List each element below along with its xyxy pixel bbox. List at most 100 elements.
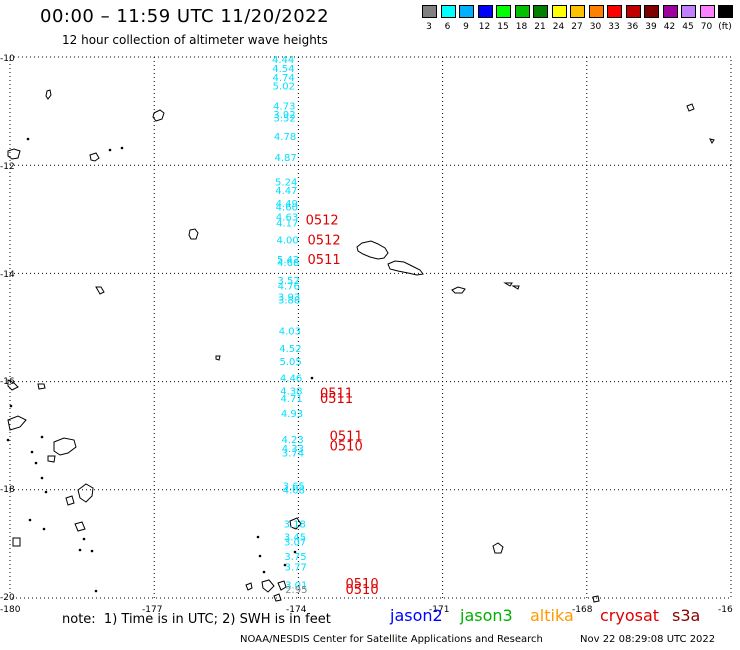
island-small <box>503 282 513 287</box>
wave-height-label: 3.65 <box>283 481 305 492</box>
islet-dot <box>108 148 112 152</box>
wave-height-label: 5.05 <box>280 357 302 368</box>
legend-swatch <box>459 5 474 18</box>
islet-dot <box>44 490 48 494</box>
pass-id-label: 0511 <box>320 386 353 401</box>
wave-height-label: 3.01 <box>285 580 307 591</box>
wave-height-label: 4.60 <box>276 202 298 213</box>
wave-height-label: 5.24 <box>275 177 297 188</box>
island-small <box>7 379 19 391</box>
pass-id-label: 0510 <box>330 439 363 454</box>
islet-dot <box>258 554 262 558</box>
legend-swatch <box>570 5 585 18</box>
legend-label: 30 <box>589 22 602 32</box>
wave-height-label: 4.44 <box>272 55 294 66</box>
island-small <box>37 383 46 390</box>
legend-label: 33 <box>608 22 620 32</box>
wave-height-label: 4.52 <box>279 344 301 355</box>
islet-dot <box>256 535 260 539</box>
credit-text: NOAA/NESDIS Center for Satellite Applica… <box>240 634 543 645</box>
legend-swatch <box>440 5 456 18</box>
wave-height-label: 4.46 <box>280 373 302 384</box>
wave-height-label: 4.54 <box>272 64 294 75</box>
island-outlines <box>7 89 715 603</box>
wave-height-label: 4.00 <box>276 235 298 246</box>
island-small <box>709 138 715 144</box>
wave-height-label: 3.75 <box>284 552 306 563</box>
islet-dot <box>40 435 44 439</box>
legend-swatch <box>533 5 548 18</box>
islet-dot <box>262 570 266 574</box>
island-small <box>592 595 600 603</box>
wave-height-label: 4.71 <box>280 394 302 405</box>
island-small <box>686 103 695 112</box>
satellite-name: cryosat <box>600 606 660 625</box>
islet-dot <box>26 137 30 141</box>
wave-height-label: 4.03 <box>279 327 301 338</box>
wave-height-label: 4.38 <box>280 386 302 397</box>
wave-height-label: 3.88 <box>278 295 300 306</box>
wave-height-label: 4.93 <box>281 409 303 420</box>
island-small <box>451 286 466 294</box>
axis-labels: -180 -177 -174 -171 -168 -16 -10 -12 -14 -16 -18 -2… <box>0 54 733 615</box>
legend-swatch <box>422 5 437 18</box>
islet-dot <box>293 550 297 554</box>
wave-height-label: 4.78 <box>274 132 296 143</box>
wave-height-label: 2.95 <box>285 585 307 596</box>
wave-height-label: 3.18 <box>284 519 306 530</box>
legend-swatch <box>477 5 493 18</box>
island-small <box>65 495 75 506</box>
islet-dot <box>28 518 32 522</box>
satellite-name: jason2 <box>390 606 443 625</box>
wave-height-label: 3.92 <box>273 110 295 121</box>
legend-label: 3 <box>426 22 432 32</box>
wave-height-label: 3.52 <box>278 276 300 287</box>
wave-height-label: 4.87 <box>274 153 296 164</box>
island-small <box>152 109 165 122</box>
wave-height-label: 4.33 <box>282 444 304 455</box>
island-small <box>273 593 282 602</box>
legend-label: 24 <box>552 22 565 32</box>
islet-dot <box>94 589 98 593</box>
legend-label: (ft) <box>718 22 732 32</box>
timestamp-text: Nov 22 08:29:08 UTC 2022 <box>580 634 716 645</box>
islet-dot <box>9 404 13 408</box>
pass-id-label: 0511 <box>330 430 363 445</box>
island-small <box>188 228 199 240</box>
map-frame <box>9 56 732 599</box>
pass-id-label: 0511 <box>308 253 341 268</box>
wave-height-label: 4.49 <box>276 199 298 210</box>
legend-label: 9 <box>463 22 469 32</box>
wave-height-label: 4.17 <box>276 219 298 230</box>
legend-label: 45 <box>682 22 694 32</box>
lon-label: -180 <box>0 605 21 615</box>
lon-label: -174 <box>286 605 307 615</box>
satellite-name: jason3 <box>460 606 513 625</box>
footer-note: note: 1) Time is in UTC; 2) SWH is in fe… <box>62 612 331 627</box>
wave-height-label: 4.68 <box>277 258 299 269</box>
small-islets <box>6 137 314 593</box>
map-title: 00:00 – 11:59 UTC 11/20/2022 <box>40 6 330 27</box>
lon-label: -16 <box>718 605 733 615</box>
island-small <box>45 89 52 100</box>
lat-label: -10 <box>0 54 15 64</box>
lat-label: -16 <box>0 377 15 387</box>
wave-height-label: 3.07 <box>284 538 306 549</box>
islet-dot <box>34 461 38 465</box>
lon-label: -171 <box>429 605 449 615</box>
island-tutuila <box>387 260 424 276</box>
legend-label: 36 <box>626 22 639 32</box>
wave-height-label: 4.63 <box>276 213 298 224</box>
lat-label: -20 <box>0 593 15 603</box>
map-subtitle: 12 hour collection of altimeter wave hei… <box>62 33 328 47</box>
wave-height-label: 3.52 <box>273 114 295 125</box>
legend-swatch <box>662 5 678 18</box>
island-small <box>12 537 21 547</box>
legend-label: 21 <box>534 22 546 32</box>
lat-label: -14 <box>0 270 15 280</box>
wave-height-label: 4.23 <box>281 435 303 446</box>
wave-height-label: 4.08 <box>283 485 305 496</box>
lat-label: -18 <box>0 485 15 495</box>
legend-swatch <box>496 5 511 18</box>
